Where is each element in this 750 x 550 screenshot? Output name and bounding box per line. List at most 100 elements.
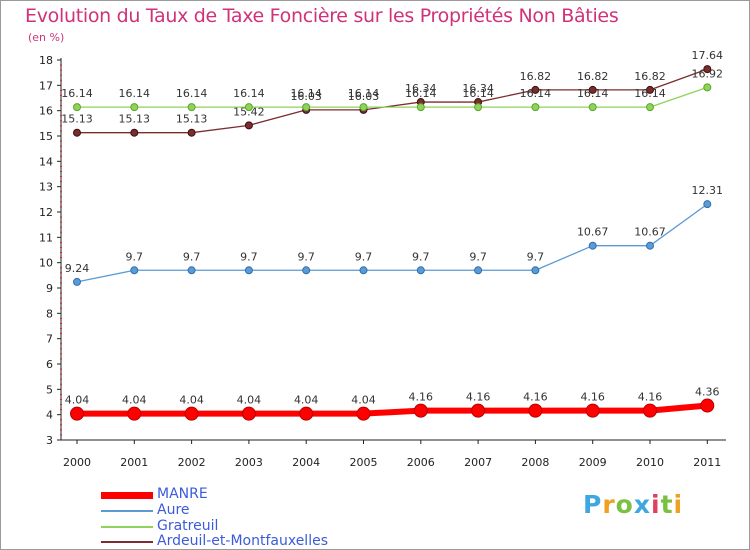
data-point xyxy=(359,266,368,275)
data-label: 4.16 xyxy=(580,391,605,404)
y-minor-tick xyxy=(60,343,62,345)
data-label: 16.14 xyxy=(61,87,93,100)
y-minor-tick xyxy=(60,307,62,309)
data-label: 16.14 xyxy=(577,87,609,100)
data-point xyxy=(356,406,371,421)
data-point xyxy=(416,103,425,112)
data-label: 4.04 xyxy=(122,394,147,407)
data-point xyxy=(588,103,597,112)
series-line xyxy=(76,203,708,283)
data-label: 16.34 xyxy=(405,82,437,95)
data-label: 16.14 xyxy=(233,87,265,100)
y-minor-tick xyxy=(60,155,62,157)
y-minor-tick xyxy=(60,246,62,248)
data-point xyxy=(244,266,253,275)
data-point xyxy=(413,403,428,418)
y-minor-tick xyxy=(60,348,62,350)
y-tick-label: 9 xyxy=(46,282,53,295)
data-label: 16.82 xyxy=(520,70,552,83)
y-minor-tick xyxy=(60,115,62,117)
data-label: 16.14 xyxy=(405,87,437,100)
data-point xyxy=(474,266,483,275)
data-point xyxy=(184,406,199,421)
data-point xyxy=(302,266,311,275)
y-minor-tick xyxy=(60,429,62,431)
data-label: 17.64 xyxy=(692,49,724,62)
data-label: 4.04 xyxy=(65,394,90,407)
y-minor-tick xyxy=(60,393,62,395)
data-label: 15.42 xyxy=(233,105,265,118)
data-label: 9.7 xyxy=(297,250,315,263)
y-tick-label: 4 xyxy=(46,409,53,422)
y-tick-label: 11 xyxy=(39,231,53,244)
y-minor-tick xyxy=(60,79,62,81)
y-minor-tick xyxy=(60,267,62,269)
y-minor-tick xyxy=(60,105,62,107)
data-point xyxy=(646,85,654,94)
y-tick-label: 18 xyxy=(39,54,53,67)
data-label: 4.36 xyxy=(695,386,720,399)
series-line xyxy=(77,402,708,417)
y-minor-tick xyxy=(60,100,62,102)
y-minor-tick xyxy=(60,292,62,294)
data-point xyxy=(359,103,368,112)
data-label: 4.16 xyxy=(409,391,434,404)
logo-letter: o xyxy=(615,490,634,519)
y-tick-label: 10 xyxy=(39,257,53,270)
data-label: 16.03 xyxy=(348,90,380,103)
y-minor-tick xyxy=(60,145,62,147)
y-minor-tick xyxy=(60,150,62,152)
legend-label: Aure xyxy=(157,502,190,518)
data-point xyxy=(130,103,139,112)
y-minor-tick xyxy=(60,241,62,243)
legend-label: Ardeuil-et-Montfauxelles xyxy=(157,533,328,549)
y-minor-tick xyxy=(60,282,62,284)
y-tick-label: 14 xyxy=(39,155,53,168)
data-point xyxy=(187,103,196,112)
y-minor-tick xyxy=(60,419,62,421)
y-minor-tick xyxy=(60,94,62,96)
y-minor-tick xyxy=(60,140,62,142)
y-tick-label: 16 xyxy=(39,105,53,118)
data-label: 9.7 xyxy=(240,250,258,263)
legend-label: Gratreuil xyxy=(157,518,219,534)
data-label: 4.16 xyxy=(523,391,548,404)
data-label: 16.82 xyxy=(577,70,609,83)
y-minor-tick xyxy=(60,216,62,218)
y-minor-tick xyxy=(60,328,62,330)
y-minor-tick xyxy=(60,170,62,172)
data-point xyxy=(588,241,597,250)
chart-title: Evolution du Taux de Taxe Foncière sur l… xyxy=(25,5,619,27)
data-point xyxy=(528,403,543,418)
y-minor-tick xyxy=(60,378,62,380)
data-point xyxy=(73,103,81,112)
x-tick-label: 2001 xyxy=(120,456,148,469)
series-line xyxy=(77,68,708,134)
data-label: 16.14 xyxy=(119,87,151,100)
y-minor-tick xyxy=(60,398,62,400)
y-minor-tick xyxy=(60,89,62,91)
data-label: 9.7 xyxy=(527,250,545,263)
y-minor-tick xyxy=(60,297,62,299)
data-label: 16.14 xyxy=(176,87,208,100)
y-minor-tick xyxy=(60,368,62,370)
data-label: 9.7 xyxy=(183,250,201,263)
y-tick-label: 5 xyxy=(46,383,53,396)
data-point xyxy=(244,103,253,112)
y-minor-tick xyxy=(60,277,62,279)
y-minor-tick xyxy=(60,333,62,335)
data-point xyxy=(643,403,657,418)
data-label: 4.16 xyxy=(638,391,663,404)
data-label: 16.82 xyxy=(634,70,666,83)
y-minor-tick xyxy=(60,409,62,411)
data-label: 4.04 xyxy=(179,394,204,407)
data-label: 16.34 xyxy=(462,82,494,95)
y-minor-tick xyxy=(60,257,62,259)
data-label: 9.7 xyxy=(126,250,144,263)
x-tick-label: 2005 xyxy=(350,456,378,469)
data-point xyxy=(531,85,540,94)
logo-letter: r xyxy=(602,490,616,519)
data-point xyxy=(241,406,256,421)
y-minor-tick xyxy=(60,130,62,132)
data-point xyxy=(703,65,712,74)
